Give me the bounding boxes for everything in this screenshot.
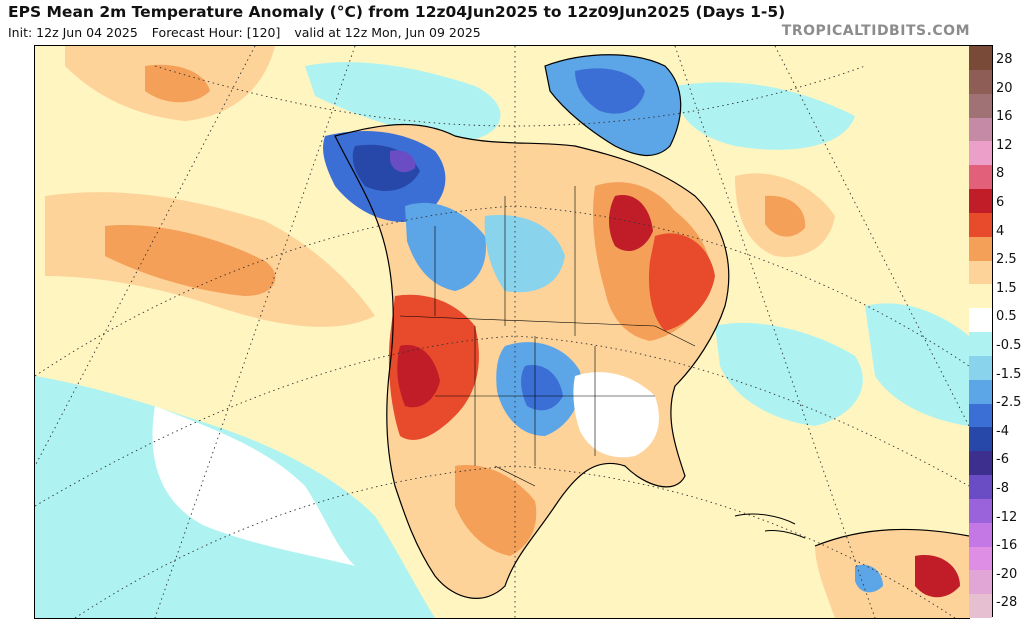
color-scale-swatch (969, 522, 992, 547)
atlantic-cool-patch (715, 322, 863, 426)
color-scale-swatch (969, 93, 992, 118)
color-scale-label: -2.5 (996, 395, 1022, 411)
greenland-sea-cool (675, 82, 855, 150)
siberia-warm-core (145, 64, 210, 103)
color-scale-swatch (969, 284, 992, 309)
color-scale-label: 4 (996, 223, 1005, 239)
map-canvas (35, 46, 969, 618)
color-scale-swatch (969, 236, 992, 261)
color-scale-swatch (969, 546, 992, 571)
color-scale-label: -8 (996, 481, 1009, 496)
arctic-cool (305, 62, 501, 141)
forecast-info: Init: 12z Jun 04 2025 Forecast Hour: [12… (8, 25, 491, 40)
pacific-neutral-region (152, 406, 355, 566)
color-scale-swatch (969, 165, 992, 190)
color-scale-label: 12 (996, 137, 1013, 153)
anomaly-map (34, 45, 970, 619)
color-scale-label: -0.5 (996, 338, 1022, 353)
pacific-warm-core (105, 225, 276, 296)
south-america-hot-spot (915, 555, 960, 598)
color-scale-swatch (969, 427, 992, 452)
color-scale-swatch (969, 141, 992, 166)
site-credit: TROPICALTIDBITS.COM (781, 23, 970, 39)
greenland-coastline (544, 54, 682, 157)
graticule (35, 46, 969, 618)
color-scale-label: 2.5 (996, 252, 1017, 268)
color-scale-label: -12 (996, 509, 1018, 525)
north-atlantic-warm-core (765, 195, 806, 237)
mexico-warm (455, 465, 537, 556)
color-scale-swatch (969, 212, 992, 238)
color-scale-swatch (969, 189, 992, 214)
color-scale-swatch (969, 46, 992, 71)
color-scale-swatch (969, 117, 992, 142)
forecast-hour: Forecast Hour: [120] (151, 25, 281, 40)
province-boundaries (434, 186, 576, 336)
color-scale-label: 6 (996, 195, 1005, 210)
color-scale-swatch (969, 594, 992, 619)
atlantic-east-cool (865, 303, 969, 426)
color-scale-label: -6 (996, 452, 1009, 468)
state-boundaries (399, 315, 696, 487)
valid-time: valid at 12z Mon, Jun 09 2025 (294, 25, 481, 40)
color-scale-label: 0.5 (996, 309, 1017, 325)
map-title: EPS Mean 2m Temperature Anomaly (°C) fro… (8, 3, 786, 21)
quebec-hot (648, 233, 715, 331)
south-america-coastline (814, 528, 969, 547)
color-scale-swatch (969, 451, 992, 476)
pacific-nw-very-hot (397, 345, 440, 408)
color-scale-label: 1.5 (996, 280, 1017, 296)
color-scale-swatch (969, 355, 992, 381)
hudson-bay-very-hot (609, 195, 653, 251)
color-scale-swatch (969, 308, 992, 333)
color-scale-label: 8 (996, 166, 1005, 182)
color-scale-label: 16 (996, 109, 1013, 125)
color-scale-swatch (969, 498, 992, 524)
color-scale-bar (969, 45, 993, 619)
color-scale-swatch (969, 403, 992, 428)
bc-cold (405, 202, 486, 291)
color-scale-swatch (969, 69, 992, 95)
color-scale-label: 28 (996, 52, 1013, 67)
caribbean-islands (734, 513, 806, 539)
color-scale-label: -1.5 (996, 366, 1022, 382)
color-scale-swatch (969, 570, 992, 595)
init-time: Init: 12z Jun 04 2025 (8, 25, 138, 40)
andes-cold-spot (855, 564, 883, 593)
color-scale-label: -28 (996, 595, 1018, 611)
alaska-extreme-cold (390, 150, 416, 173)
color-scale-swatch (969, 475, 992, 500)
greenland-colder (575, 68, 645, 114)
color-scale-swatch (969, 332, 992, 357)
north-america-coastline (334, 123, 730, 599)
color-scale-label: -16 (996, 538, 1018, 554)
color-scale-label: -4 (996, 423, 1009, 439)
central-plains-colder (521, 365, 563, 411)
color-scale-swatch (969, 260, 992, 285)
color-scale-label: -20 (996, 566, 1018, 582)
color-scale-swatch (969, 379, 992, 404)
color-scale-label: 20 (996, 80, 1013, 96)
